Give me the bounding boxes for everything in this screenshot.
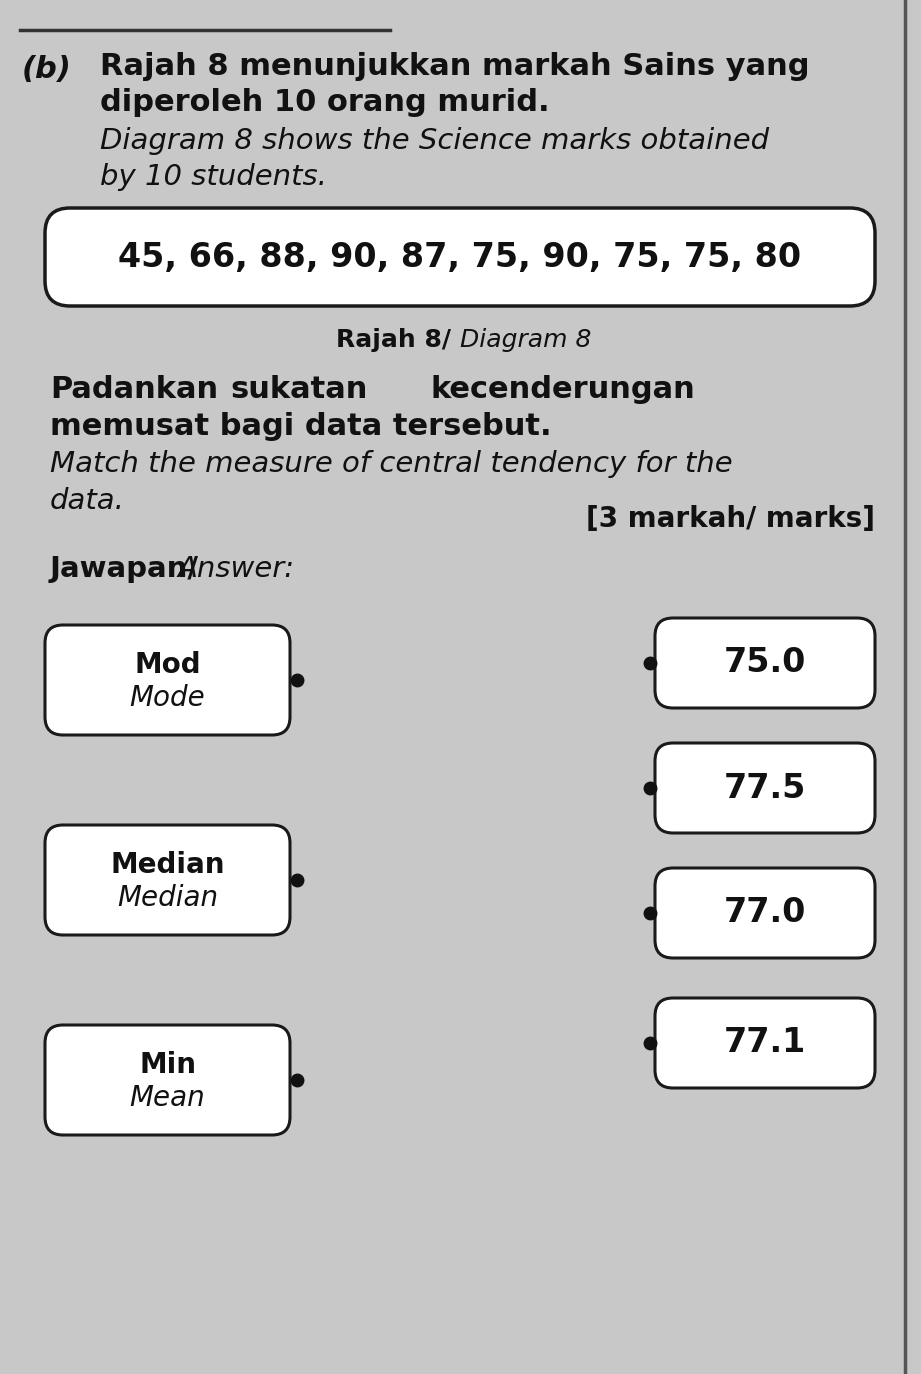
FancyBboxPatch shape xyxy=(45,1025,290,1135)
FancyBboxPatch shape xyxy=(655,618,875,708)
FancyBboxPatch shape xyxy=(45,625,290,735)
Text: Mod: Mod xyxy=(134,651,201,679)
Text: kecenderungan: kecenderungan xyxy=(430,375,694,404)
Text: (b): (b) xyxy=(22,55,72,84)
FancyBboxPatch shape xyxy=(45,207,875,306)
Text: Match the measure of central tendency for the: Match the measure of central tendency fo… xyxy=(50,451,732,478)
Text: diperoleh 10 orang murid.: diperoleh 10 orang murid. xyxy=(100,88,550,117)
Text: 77.5: 77.5 xyxy=(724,771,806,805)
Text: Rajah 8/: Rajah 8/ xyxy=(336,328,460,352)
Text: 45, 66, 88, 90, 87, 75, 90, 75, 75, 80: 45, 66, 88, 90, 87, 75, 90, 75, 75, 80 xyxy=(119,240,801,273)
Text: sukatan: sukatan xyxy=(230,375,367,404)
Text: Jawapan/: Jawapan/ xyxy=(50,555,209,583)
FancyBboxPatch shape xyxy=(655,743,875,833)
Text: Median: Median xyxy=(111,851,225,879)
Text: Diagram 8: Diagram 8 xyxy=(460,328,591,352)
Text: [3 markah/ marks]: [3 markah/ marks] xyxy=(586,506,875,533)
Text: Median: Median xyxy=(117,883,218,912)
FancyBboxPatch shape xyxy=(655,868,875,958)
FancyBboxPatch shape xyxy=(655,998,875,1088)
Text: Min: Min xyxy=(139,1051,196,1079)
Text: 75.0: 75.0 xyxy=(724,647,806,680)
Text: 77.0: 77.0 xyxy=(724,896,806,929)
Text: Answer:: Answer: xyxy=(178,555,295,583)
Text: Rajah 8 menunjukkan markah Sains yang: Rajah 8 menunjukkan markah Sains yang xyxy=(100,52,810,81)
Text: memusat bagi data tersebut.: memusat bagi data tersebut. xyxy=(50,412,552,441)
Text: by 10 students.: by 10 students. xyxy=(100,164,327,191)
Text: data.: data. xyxy=(50,486,125,515)
Text: 77.1: 77.1 xyxy=(724,1026,806,1059)
Text: Mode: Mode xyxy=(130,684,205,712)
Text: Mean: Mean xyxy=(130,1084,205,1112)
Text: Padankan: Padankan xyxy=(50,375,218,404)
FancyBboxPatch shape xyxy=(45,824,290,934)
Text: Diagram 8 shows the Science marks obtained: Diagram 8 shows the Science marks obtain… xyxy=(100,126,769,155)
